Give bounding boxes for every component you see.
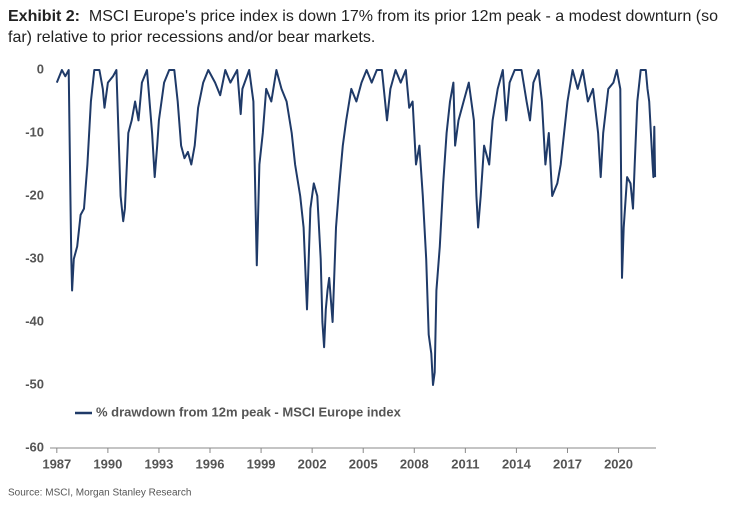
source: Source: MSCI, Morgan Stanley Research xyxy=(8,488,191,499)
y-tick-label: -10 xyxy=(25,124,44,139)
x-tick-label: 2011 xyxy=(451,456,479,471)
legend-label: % drawdown from 12m peak - MSCI Europe i… xyxy=(96,404,402,419)
x-tick-label: 2014 xyxy=(502,456,532,471)
y-tick-label: -40 xyxy=(25,313,44,328)
y-tick-label: -60 xyxy=(25,439,44,454)
x-tick-label: 2008 xyxy=(400,456,429,471)
line xyxy=(55,69,657,386)
title-text: MSCI Europe's price index is down 17% fr… xyxy=(8,8,719,46)
x-tick-label: 1996 xyxy=(196,456,225,471)
y-tick-label: -50 xyxy=(25,376,44,391)
x-tick-label: 1999 xyxy=(247,456,276,471)
x-tick-label: 1990 xyxy=(93,456,122,471)
x-tick-label: 2017 xyxy=(553,456,582,471)
y-tick-label: -20 xyxy=(25,187,44,202)
x-tick-label: 2005 xyxy=(349,456,378,471)
x-tick-label: 1993 xyxy=(144,456,173,471)
x-tick-label: 2020 xyxy=(604,456,633,471)
x-tick-label: 2002 xyxy=(298,456,327,471)
y-tick-label: -30 xyxy=(25,250,44,265)
x-tick-label: 1987 xyxy=(42,456,71,471)
title-prefix: Exhibit 2: xyxy=(8,8,81,25)
chart-title: Exhibit 2: MSCI Europe's price index is … xyxy=(8,6,728,48)
y-tick-label: 0 xyxy=(37,61,44,76)
